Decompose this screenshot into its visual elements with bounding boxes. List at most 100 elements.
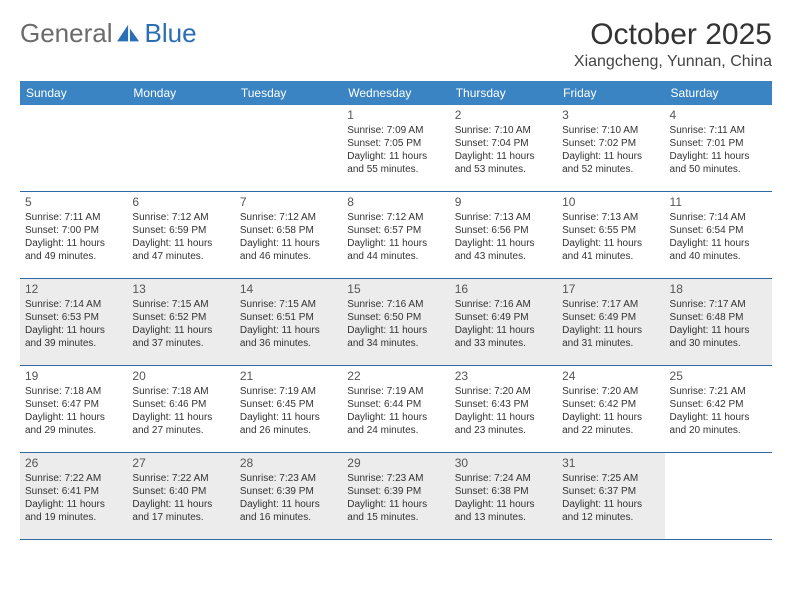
- week-row: 1Sunrise: 7:09 AMSunset: 7:05 PMDaylight…: [20, 105, 772, 192]
- sunset-text: Sunset: 6:53 PM: [25, 312, 122, 325]
- day-cell: 1 Sunrise: 7:09 AMSunset: 7:05 PMDaylight…: [342, 105, 449, 191]
- sunset-text: Sunset: 6:37 PM: [562, 486, 659, 499]
- sunset-text: Sunset: 7:00 PM: [25, 225, 122, 238]
- day-number: 23: [455, 369, 552, 384]
- day-number: 30: [455, 456, 552, 471]
- day-number: 31: [562, 456, 659, 471]
- sunset-text: Sunset: 6:54 PM: [670, 225, 767, 238]
- day-cell: 19Sunrise: 7:18 AMSunset: 6:47 PMDayligh…: [20, 366, 127, 452]
- sunrise-text: Sunrise: 7:18 AM: [25, 386, 122, 399]
- day-cell: 7Sunrise: 7:12 AMSunset: 6:58 PMDaylight…: [235, 192, 342, 278]
- day-cell: 28Sunrise: 7:23 AMSunset: 6:39 PMDayligh…: [235, 453, 342, 539]
- sunset-text: Sunset: 6:42 PM: [670, 399, 767, 412]
- day-header: Friday: [557, 81, 664, 105]
- daylight-text: Daylight: 11 hours and 12 minutes.: [562, 499, 659, 525]
- daylight-text: Daylight: 11 hours and 55 minutes.: [347, 151, 444, 177]
- sunrise-text: Sunrise: 7:12 AM: [240, 212, 337, 225]
- day-header: Sunday: [20, 81, 127, 105]
- day-cell: 26Sunrise: 7:22 AMSunset: 6:41 PMDayligh…: [20, 453, 127, 539]
- daylight-text: Daylight: 11 hours and 30 minutes.: [670, 325, 767, 351]
- sunrise-text: Sunrise: 7:23 AM: [240, 473, 337, 486]
- daylight-text: Daylight: 11 hours and 24 minutes.: [347, 412, 444, 438]
- day-cell: 4Sunrise: 7:11 AMSunset: 7:01 PMDaylight…: [665, 105, 772, 191]
- day-number: 15: [347, 282, 444, 297]
- sunrise-text: Sunrise: 7:16 AM: [455, 299, 552, 312]
- daylight-text: Daylight: 11 hours and 15 minutes.: [347, 499, 444, 525]
- sunset-text: Sunset: 6:39 PM: [347, 486, 444, 499]
- daylight-text: Daylight: 11 hours and 52 minutes.: [562, 151, 659, 177]
- daylight-text: Daylight: 11 hours and 39 minutes.: [25, 325, 122, 351]
- day-header: Tuesday: [235, 81, 342, 105]
- day-cell: 23Sunrise: 7:20 AMSunset: 6:43 PMDayligh…: [450, 366, 557, 452]
- sunset-text: Sunset: 6:43 PM: [455, 399, 552, 412]
- daylight-text: Daylight: 11 hours and 19 minutes.: [25, 499, 122, 525]
- sunset-text: Sunset: 6:56 PM: [455, 225, 552, 238]
- day-cell: 27Sunrise: 7:22 AMSunset: 6:40 PMDayligh…: [127, 453, 234, 539]
- sunrise-text: Sunrise: 7:11 AM: [25, 212, 122, 225]
- day-number: 1: [347, 108, 444, 123]
- sunrise-text: Sunrise: 7:25 AM: [562, 473, 659, 486]
- sunrise-text: Sunrise: 7:24 AM: [455, 473, 552, 486]
- sunset-text: Sunset: 6:42 PM: [562, 399, 659, 412]
- sunset-text: Sunset: 6:38 PM: [455, 486, 552, 499]
- daylight-text: Daylight: 11 hours and 50 minutes.: [670, 151, 767, 177]
- day-number: 29: [347, 456, 444, 471]
- daylight-text: Daylight: 11 hours and 43 minutes.: [455, 238, 552, 264]
- day-number: 3: [562, 108, 659, 123]
- month-title: October 2025: [574, 18, 772, 52]
- day-cell: 14Sunrise: 7:15 AMSunset: 6:51 PMDayligh…: [235, 279, 342, 365]
- logo-text-blue: Blue: [145, 18, 197, 49]
- sunrise-text: Sunrise: 7:20 AM: [562, 386, 659, 399]
- day-cell: 24Sunrise: 7:20 AMSunset: 6:42 PMDayligh…: [557, 366, 664, 452]
- day-number: 5: [25, 195, 122, 210]
- day-number: 26: [25, 456, 122, 471]
- sunrise-text: Sunrise: 7:13 AM: [455, 212, 552, 225]
- day-number: 8: [347, 195, 444, 210]
- sunrise-text: Sunrise: 7:09 AM: [347, 125, 444, 138]
- day-cell: 20Sunrise: 7:18 AMSunset: 6:46 PMDayligh…: [127, 366, 234, 452]
- title-block: October 2025 Xiangcheng, Yunnan, China: [574, 18, 772, 71]
- sunset-text: Sunset: 7:05 PM: [347, 138, 444, 151]
- daylight-text: Daylight: 11 hours and 33 minutes.: [455, 325, 552, 351]
- day-cell: 10Sunrise: 7:13 AMSunset: 6:55 PMDayligh…: [557, 192, 664, 278]
- day-cell: 16Sunrise: 7:16 AMSunset: 6:49 PMDayligh…: [450, 279, 557, 365]
- sunset-text: Sunset: 6:48 PM: [670, 312, 767, 325]
- daylight-text: Daylight: 11 hours and 44 minutes.: [347, 238, 444, 264]
- day-header: Thursday: [450, 81, 557, 105]
- sunset-text: Sunset: 6:51 PM: [240, 312, 337, 325]
- sunset-text: Sunset: 6:47 PM: [25, 399, 122, 412]
- logo: General Blue: [20, 18, 197, 49]
- sunrise-text: Sunrise: 7:22 AM: [132, 473, 229, 486]
- day-number: 10: [562, 195, 659, 210]
- header: General Blue October 2025 Xiangcheng, Yu…: [20, 18, 772, 71]
- day-number: 9: [455, 195, 552, 210]
- daylight-text: Daylight: 11 hours and 36 minutes.: [240, 325, 337, 351]
- day-header: Saturday: [665, 81, 772, 105]
- day-number: 2: [455, 108, 552, 123]
- day-cell: 15Sunrise: 7:16 AMSunset: 6:50 PMDayligh…: [342, 279, 449, 365]
- day-number: 25: [670, 369, 767, 384]
- sunrise-text: Sunrise: 7:15 AM: [132, 299, 229, 312]
- daylight-text: Daylight: 11 hours and 26 minutes.: [240, 412, 337, 438]
- day-number: 27: [132, 456, 229, 471]
- day-number: 12: [25, 282, 122, 297]
- sunrise-text: Sunrise: 7:20 AM: [455, 386, 552, 399]
- sunset-text: Sunset: 6:49 PM: [455, 312, 552, 325]
- sunset-text: Sunset: 6:59 PM: [132, 225, 229, 238]
- sunrise-text: Sunrise: 7:10 AM: [562, 125, 659, 138]
- day-cell: 9 Sunrise: 7:13 AMSunset: 6:56 PMDaylight…: [450, 192, 557, 278]
- sunrise-text: Sunrise: 7:17 AM: [562, 299, 659, 312]
- daylight-text: Daylight: 11 hours and 49 minutes.: [25, 238, 122, 264]
- sunset-text: Sunset: 7:02 PM: [562, 138, 659, 151]
- sunset-text: Sunset: 6:46 PM: [132, 399, 229, 412]
- sunrise-text: Sunrise: 7:14 AM: [25, 299, 122, 312]
- day-number: 4: [670, 108, 767, 123]
- sunrise-text: Sunrise: 7:14 AM: [670, 212, 767, 225]
- daylight-text: Daylight: 11 hours and 34 minutes.: [347, 325, 444, 351]
- sunrise-text: Sunrise: 7:19 AM: [347, 386, 444, 399]
- sunrise-text: Sunrise: 7:12 AM: [347, 212, 444, 225]
- sunrise-text: Sunrise: 7:18 AM: [132, 386, 229, 399]
- week-row: 12Sunrise: 7:14 AMSunset: 6:53 PMDayligh…: [20, 279, 772, 366]
- sunrise-text: Sunrise: 7:17 AM: [670, 299, 767, 312]
- day-cell: 3 Sunrise: 7:10 AMSunset: 7:02 PMDaylight…: [557, 105, 664, 191]
